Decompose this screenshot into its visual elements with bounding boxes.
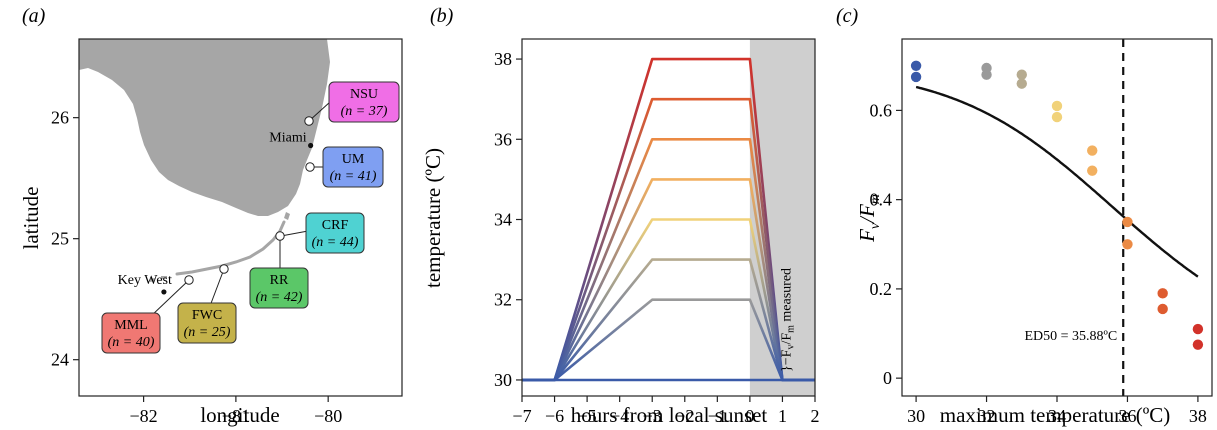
fvfm-data-point [1087, 145, 1098, 156]
annot-part-1: }−F [780, 349, 795, 372]
site-code-mml: MML [114, 318, 147, 333]
temp-xtick-label: −1 [708, 406, 727, 426]
site-n-mml: (n = 40) [108, 335, 155, 350]
ylabel-slash-f: /F [855, 204, 879, 224]
temp-ylabel: temperature (ºC) [421, 148, 445, 288]
map-panel: (a) −82 −81 −80 24 25 26 longitude latitude M… [19, 5, 403, 427]
fvfm-xtick-label: 30 [907, 406, 925, 426]
site-crf: CRF (n = 44) [280, 212, 365, 254]
fvfm-data-point [1157, 288, 1168, 299]
temp-xtick-label: −2 [675, 406, 694, 426]
temp-xlabel: hours from local sunset [571, 403, 768, 427]
dose-response-panel: (c) 30 32 34 36 38 0 0.2 0.4 0.6 maximum tempera… [836, 5, 1213, 427]
city-label-miami: Miami [269, 130, 306, 145]
fvfm-data-point [1051, 100, 1063, 112]
fvfm-data-point [1051, 111, 1063, 123]
map-ytick-label: 26 [51, 108, 69, 128]
annot-part-2: /F [780, 333, 795, 345]
temp-ytick-label: 36 [494, 129, 512, 149]
map-ytick-label: 24 [51, 350, 69, 370]
panel-label-a: (a) [22, 5, 46, 27]
temp-xtick-label: 0 [745, 406, 754, 426]
annot-sub-v: v [786, 345, 797, 350]
map-xtick-label: −80 [314, 406, 342, 426]
fvfm-ytick-label: 0.6 [870, 100, 893, 120]
site-rr: RR (n = 42) [249, 231, 309, 309]
city-miami: Miami [269, 130, 314, 149]
fvfm-xlabel: maximum temperature (ºC) [940, 403, 1170, 427]
temperature-panel: (b) −7 −6 −5 −4 −3 −2 −1 0 1 2 30 32 34 36 38 hours fr… [421, 5, 820, 427]
temp-xtick-label: −3 [643, 406, 662, 426]
temp-ytick-label: 30 [494, 370, 512, 390]
map-xtick-label: −82 [130, 406, 158, 426]
fvfm-data-point [1016, 78, 1027, 89]
fvfm-data-point [1016, 69, 1027, 80]
site-fwc: FWC (n = 25) [177, 264, 237, 344]
temp-plot-border [521, 38, 816, 397]
temp-xtick-label: −6 [545, 406, 564, 426]
city-label-key-west: Key West [118, 273, 172, 288]
ed50-label: ED50 = 35.88ºC [1024, 329, 1117, 344]
site-mml: MML (n = 40) [101, 275, 194, 354]
ylabel-f: F [855, 229, 879, 243]
fvfm-data-point [1192, 323, 1204, 335]
fvfm-ytick-label: 0.4 [870, 190, 893, 210]
annot-sub-m: m [786, 325, 797, 333]
fvfm-data-point [981, 69, 992, 80]
site-code-rr: RR [270, 273, 289, 288]
fvfm-ylabel: Fv/Fm [855, 194, 883, 243]
fvfm-xtick-label: 36 [1118, 406, 1136, 426]
temp-xtick-label: 2 [811, 406, 820, 426]
florida-landmass [79, 39, 330, 216]
panel-label-b: (b) [430, 5, 454, 27]
ylabel-sub-m: m [868, 194, 883, 204]
fvfm-data-point [1192, 339, 1204, 350]
city-key-west: Key West [118, 273, 172, 295]
fvfm-data-point [1157, 303, 1168, 315]
site-n-crf: (n = 44) [312, 235, 359, 250]
ylabel-sub-v: v [868, 222, 883, 229]
map-ytick-label: 25 [51, 229, 69, 249]
fvfm-xtick-label: 34 [1048, 406, 1066, 426]
panel-label-c: (c) [836, 5, 859, 27]
fvfm-data-point [1122, 239, 1133, 250]
site-code-nsu: NSU [350, 87, 378, 102]
site-code-um: UM [342, 152, 365, 167]
temp-xtick-label: 1 [778, 406, 787, 426]
fvfm-data-point [910, 71, 922, 83]
map-ylabel: latitude [19, 187, 43, 250]
fvfm-measured-annotation: }−Fv/Fm measured [780, 268, 797, 372]
temp-xtick-label: −4 [610, 406, 629, 426]
temp-xtick-label: −5 [578, 406, 597, 426]
fvfm-data-point [1087, 165, 1098, 176]
site-n-rr: (n = 42) [256, 290, 303, 305]
fvfm-ytick-label: 0.2 [870, 279, 893, 299]
fvfm-data-point [1122, 216, 1133, 228]
annot-part-3: measured [780, 268, 795, 325]
site-n-fwc: (n = 25) [184, 325, 231, 340]
map-border [78, 38, 403, 397]
temp-xtick-label: −7 [512, 406, 531, 426]
site-nsu: NSU (n = 37) [304, 81, 400, 126]
temp-ytick-label: 32 [494, 290, 512, 310]
site-n-um: (n = 41) [330, 169, 377, 184]
site-code-fwc: FWC [192, 308, 222, 323]
temp-ytick-label: 38 [494, 49, 512, 69]
fvfm-data-point [910, 60, 922, 71]
site-code-crf: CRF [322, 218, 349, 233]
temp-ytick-label: 34 [494, 210, 512, 230]
map-axes: −82 −81 −80 24 25 26 [51, 108, 342, 426]
dose-response-curve [915, 85, 1199, 278]
map-xlabel: longitude [200, 403, 279, 427]
fvfm-ytick-label: 0 [883, 368, 892, 388]
fvfm-xtick-label: 38 [1189, 406, 1207, 426]
site-um: UM (n = 41) [305, 146, 384, 188]
dose-response-plot-area: 30 32 34 36 38 0 0.2 0.4 0.6 [870, 38, 1213, 426]
fvfm-xtick-label: 32 [978, 406, 996, 426]
site-n-nsu: (n = 37) [341, 104, 388, 119]
map-xtick-label: −81 [222, 406, 250, 426]
temperature-plot-area: −7 −6 −5 −4 −3 −2 −1 0 1 2 30 32 34 36 38 [494, 38, 820, 426]
